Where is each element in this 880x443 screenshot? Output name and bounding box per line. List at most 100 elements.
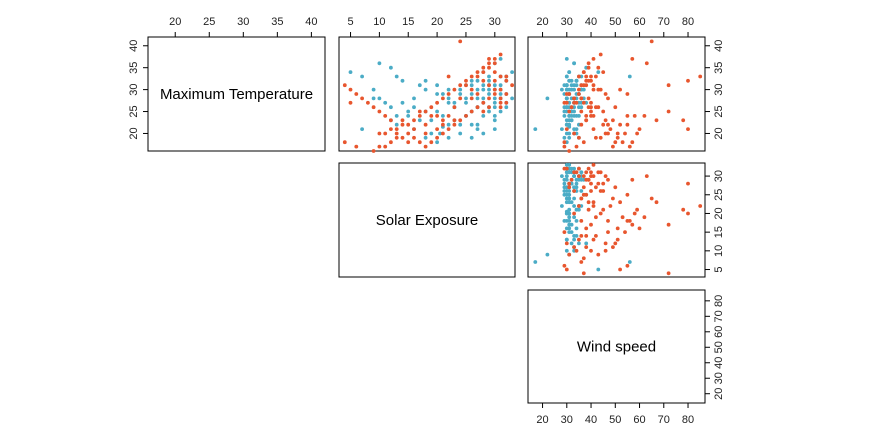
- data-point: [464, 96, 468, 101]
- data-point: [360, 74, 364, 79]
- data-point: [586, 166, 591, 171]
- data-point: [406, 114, 411, 118]
- data-point: [492, 114, 497, 118]
- data-point: [498, 52, 503, 57]
- data-point: [441, 122, 445, 127]
- data-point: [632, 114, 637, 118]
- data-point: [618, 267, 622, 272]
- data-point: [435, 100, 439, 105]
- data-point: [475, 127, 480, 131]
- data-point: [481, 109, 486, 114]
- data-point: [594, 74, 598, 79]
- data-point: [435, 114, 439, 118]
- data-point: [564, 237, 569, 242]
- x-tick-label: 40: [305, 16, 317, 28]
- data-point: [567, 109, 572, 114]
- data-point: [504, 100, 509, 105]
- y-tick-label: 25: [713, 105, 725, 117]
- x-tick-label: 70: [658, 414, 670, 426]
- data-point: [348, 87, 353, 92]
- data-point: [574, 234, 579, 238]
- data-point: [630, 140, 635, 145]
- data-point: [635, 131, 639, 136]
- data-point: [579, 196, 584, 201]
- data-point: [562, 144, 567, 149]
- data-point: [383, 144, 388, 149]
- data-point: [469, 92, 474, 96]
- x-tick-label: 80: [682, 414, 694, 426]
- data-point: [487, 65, 491, 70]
- data-point: [394, 131, 399, 136]
- data-point: [452, 122, 457, 127]
- data-point: [584, 241, 589, 246]
- data-point: [594, 215, 598, 220]
- data-point: [371, 87, 376, 92]
- data-point: [487, 87, 491, 92]
- data-point: [589, 78, 593, 83]
- data-point: [441, 96, 445, 101]
- x-tick-label: 50: [609, 414, 621, 426]
- data-point: [446, 92, 451, 96]
- data-point: [596, 267, 601, 272]
- data-point: [394, 114, 399, 118]
- data-point: [423, 135, 428, 140]
- data-point: [608, 204, 613, 208]
- data-point: [584, 170, 589, 175]
- data-point: [475, 78, 480, 83]
- data-point: [569, 105, 574, 110]
- data-point: [581, 100, 586, 105]
- data-point: [342, 140, 347, 145]
- data-point: [564, 241, 569, 246]
- data-point: [348, 70, 353, 74]
- data-point: [383, 131, 388, 136]
- data-point: [579, 234, 584, 238]
- data-point: [412, 135, 416, 140]
- data-point: [469, 87, 474, 92]
- data-point: [423, 144, 428, 149]
- data-point: [394, 74, 399, 79]
- data-point: [400, 135, 405, 140]
- data-point: [564, 170, 569, 175]
- data-point: [666, 109, 671, 114]
- data-point: [492, 57, 497, 61]
- y-tick-label: 25: [713, 189, 725, 201]
- data-point: [492, 78, 497, 83]
- data-point: [435, 109, 439, 114]
- data-point: [423, 122, 428, 127]
- data-point: [569, 177, 574, 182]
- data-point: [589, 174, 593, 179]
- data-point: [498, 109, 503, 114]
- data-point: [591, 237, 596, 242]
- data-point: [481, 83, 486, 88]
- data-point: [564, 211, 569, 216]
- data-point: [567, 70, 572, 74]
- data-point: [577, 207, 581, 212]
- x-tick-label: 10: [373, 16, 385, 28]
- data-point: [591, 127, 596, 131]
- x-tick-label: 60: [633, 414, 645, 426]
- data-point: [389, 127, 393, 131]
- data-point: [579, 170, 584, 175]
- data-point: [564, 122, 569, 127]
- data-point: [572, 127, 576, 131]
- data-point: [389, 118, 393, 123]
- data-point: [627, 260, 632, 264]
- data-point: [601, 122, 606, 127]
- data-point: [371, 149, 376, 153]
- scatter-panel-maximum-temperature-vs-wind-speed: [533, 39, 703, 153]
- data-point: [469, 83, 474, 88]
- data-point: [567, 200, 572, 205]
- data-point: [562, 185, 567, 190]
- data-point: [377, 61, 382, 66]
- data-point: [591, 83, 596, 88]
- panel-frame-1-1: [338, 162, 516, 278]
- data-point: [567, 118, 572, 123]
- y-tick-label: 15: [713, 226, 725, 238]
- data-point: [601, 207, 606, 212]
- data-point: [627, 74, 632, 79]
- data-point: [458, 87, 463, 92]
- data-point: [686, 181, 690, 186]
- data-point: [429, 118, 434, 123]
- data-point: [475, 70, 480, 74]
